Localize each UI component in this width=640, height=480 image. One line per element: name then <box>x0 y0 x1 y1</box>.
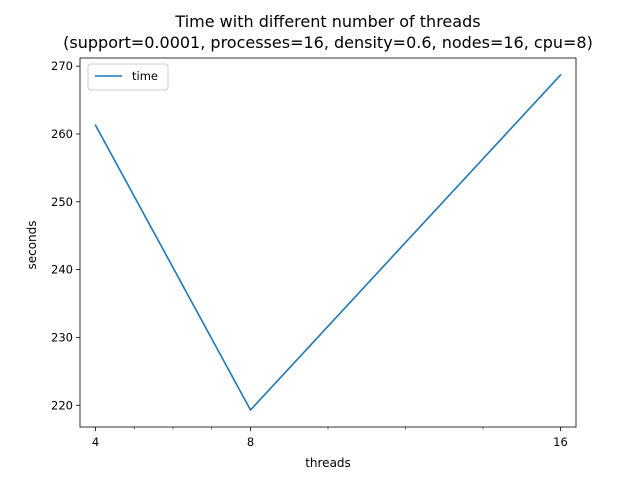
y-tick-label-250: 250 <box>51 195 73 209</box>
chart-title: Time with different number of threads <box>174 12 480 31</box>
legend-frame <box>87 63 169 91</box>
x-tick-label-8: 8 <box>247 435 254 449</box>
x-axis-label: threads <box>305 456 351 470</box>
legend: time <box>87 63 169 91</box>
legend-label-time: time <box>132 69 158 83</box>
x-tick-label-16: 16 <box>553 435 568 449</box>
plot-area: 220 230 240 250 260 270 4 8 16 <box>51 57 577 449</box>
y-tick-label-230: 230 <box>51 330 73 344</box>
x-tick-label-4: 4 <box>92 435 99 449</box>
axes-frame <box>79 57 577 428</box>
series-line-time <box>94 73 562 411</box>
y-axis-label: seconds <box>25 220 39 269</box>
y-tick-label-260: 260 <box>51 127 73 141</box>
y-tick-label-220: 220 <box>51 398 73 412</box>
chart-subtitle: (support=0.0001, processes=16, density=0… <box>63 33 593 52</box>
y-tick-label-270: 270 <box>51 59 73 73</box>
y-tick-label-240: 240 <box>51 263 73 277</box>
